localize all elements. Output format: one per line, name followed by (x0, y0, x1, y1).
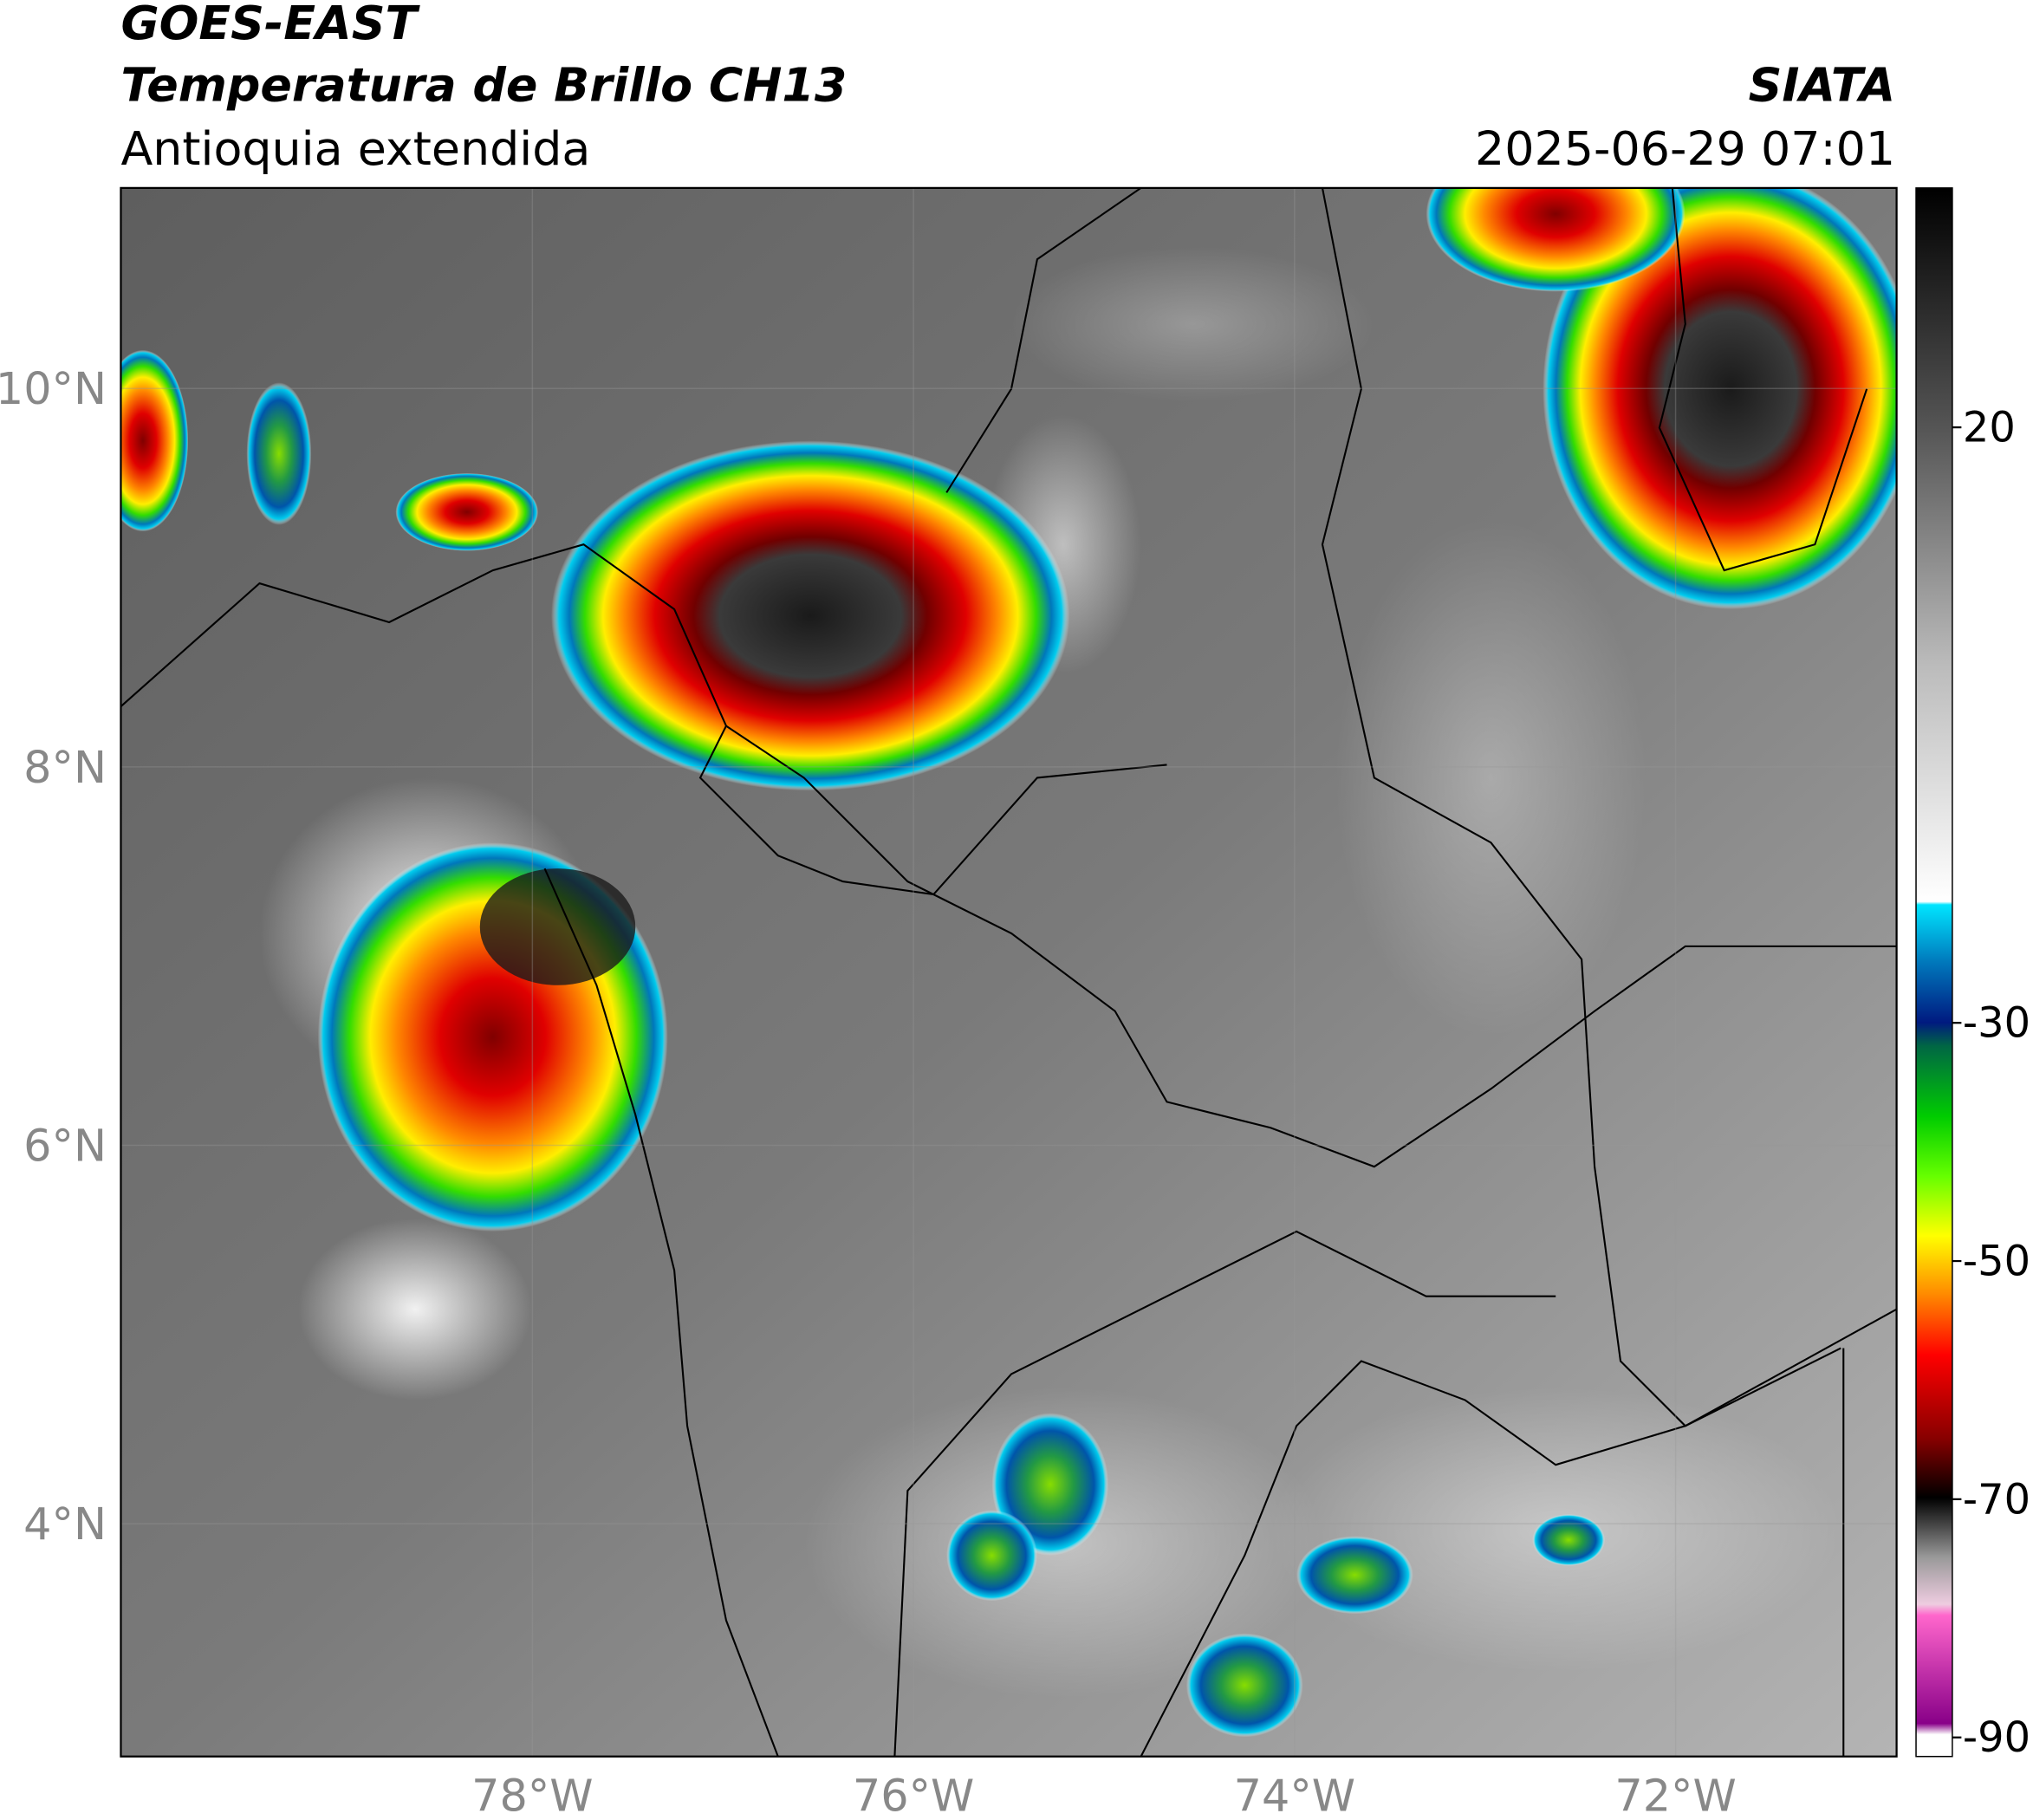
satellite-image (120, 187, 1897, 1757)
product-title: Temperatura de Brillo CH13 (120, 58, 847, 113)
y-tick-label: 4°N (23, 1498, 107, 1550)
colorbar-tick-label: -50 (1963, 1238, 2030, 1285)
colorbar-tick-label: 20 (1963, 405, 2016, 452)
x-tick-label: 74°W (1234, 1771, 1355, 1820)
x-tick-label: 78°W (471, 1771, 593, 1820)
colorbar-tick-label: -70 (1963, 1476, 2030, 1524)
region-subtitle: Antioquia extendida (120, 121, 590, 176)
source-label: SIATA (1749, 58, 1896, 113)
colorbar (1915, 187, 1953, 1758)
borders (120, 187, 1897, 1757)
gridlines (120, 187, 1897, 1757)
colorbar-tick-label: -90 (1963, 1714, 2030, 1762)
satellite-title: GOES-EAST (120, 0, 420, 50)
y-tick-label: 10°N (0, 363, 107, 414)
x-tick-label: 76°W (853, 1771, 974, 1820)
y-tick-label: 8°N (23, 742, 107, 793)
ticks: 78°W 76°W 74°W 72°W 4°N 6°N 8°N 10°N -90 -70 -50 -3… (0, 363, 2030, 1820)
x-tick-label: 72°W (1614, 1771, 1736, 1820)
map-frame (120, 186, 1898, 1758)
colorbar-tick-label: -30 (1963, 1000, 2030, 1048)
datetime-label: 2025-06-29 07:01 (1475, 121, 1895, 176)
y-tick-label: 6°N (23, 1121, 107, 1172)
